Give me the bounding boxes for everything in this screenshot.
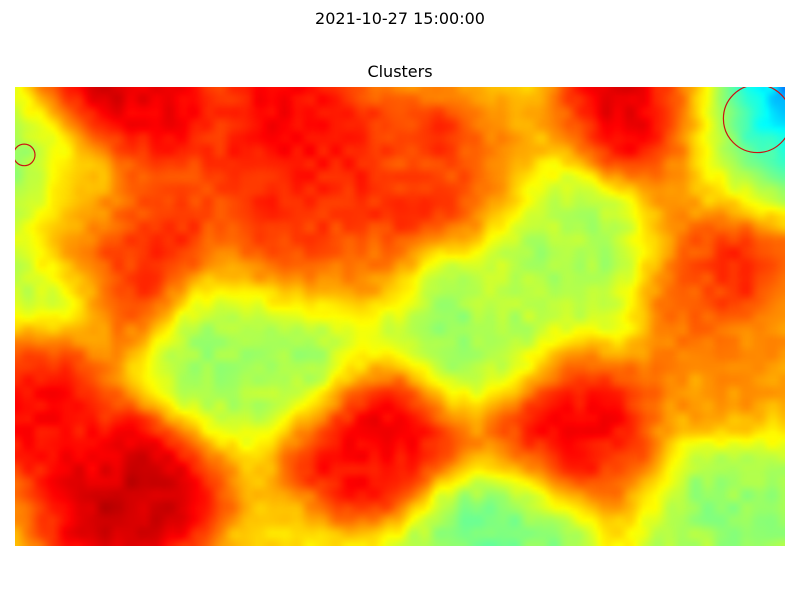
cluster-marker-0 (15, 143, 36, 167)
heatmap-field (15, 87, 785, 546)
figure-suptitle: 2021-10-27 15:00:00 (315, 9, 485, 28)
heatmap-plot (15, 87, 785, 546)
chart-title: Clusters (367, 62, 433, 81)
cluster-marker-1 (722, 87, 785, 154)
cluster-markers (15, 87, 785, 167)
